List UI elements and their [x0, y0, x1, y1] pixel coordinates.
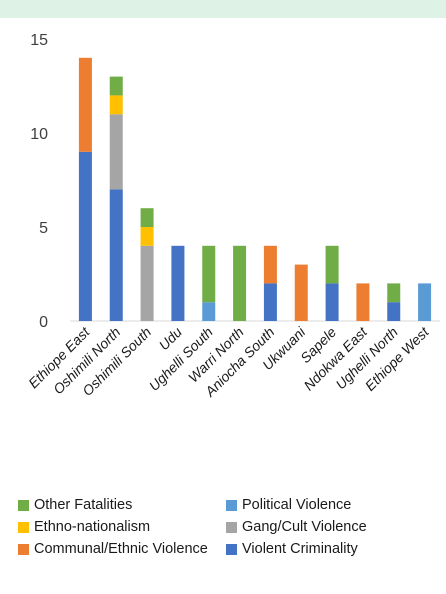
legend-swatch: [18, 499, 29, 511]
bar-segment: [233, 245, 247, 321]
legend-swatch: [226, 521, 237, 533]
bar-segment: [263, 245, 277, 284]
legend-item: Other Fatalities: [18, 497, 226, 513]
bar-segment: [294, 264, 308, 321]
bar-segment: [140, 245, 154, 321]
legend-swatch: [226, 543, 237, 555]
bar-segment: [78, 151, 92, 321]
bar-segment: [109, 114, 123, 190]
legend-swatch: [226, 499, 237, 511]
top-band: [0, 0, 446, 18]
bar-segment: [387, 283, 401, 303]
y-tick-label: 15: [30, 32, 48, 49]
bar-segment: [325, 245, 339, 284]
bar-segment: [418, 283, 432, 321]
legend-label: Violent Criminality: [242, 541, 358, 557]
legend-label: Gang/Cult Violence: [242, 519, 367, 535]
legend-item: Gang/Cult Violence: [226, 519, 426, 535]
bar-segment: [325, 283, 339, 321]
legend-swatch: [18, 521, 29, 533]
bar-segment: [202, 302, 216, 321]
y-tick-label: 5: [39, 220, 48, 237]
bar-segment: [140, 227, 154, 246]
legend-item: Political Violence: [226, 497, 426, 513]
bar-segment: [387, 302, 401, 321]
bar-segment: [78, 57, 92, 152]
y-tick-label: 0: [39, 314, 48, 331]
legend-swatch: [18, 543, 29, 555]
bar-segment: [140, 208, 154, 227]
bar-segment: [109, 189, 123, 321]
y-tick-label: 10: [30, 126, 48, 143]
bar-segment: [171, 245, 185, 321]
legend-label: Political Violence: [242, 497, 352, 513]
chart-legend: Other Fatalities Political Violence Ethno-…: [18, 497, 438, 557]
bar-segment: [202, 245, 216, 303]
legend-label: Other Fatalities: [34, 497, 133, 513]
bar-segment: [109, 95, 123, 115]
bar-segment: [263, 283, 277, 321]
legend-label: Communal/Ethnic Violence: [34, 541, 208, 557]
legend-item: Communal/Ethnic Violence: [18, 541, 226, 557]
bar-segment: [356, 283, 370, 321]
legend-item: Ethno-nationalism: [18, 519, 226, 535]
bar-segment: [109, 76, 123, 96]
legend-label: Ethno-nationalism: [34, 519, 151, 535]
legend-item: Violent Criminality: [226, 541, 426, 557]
